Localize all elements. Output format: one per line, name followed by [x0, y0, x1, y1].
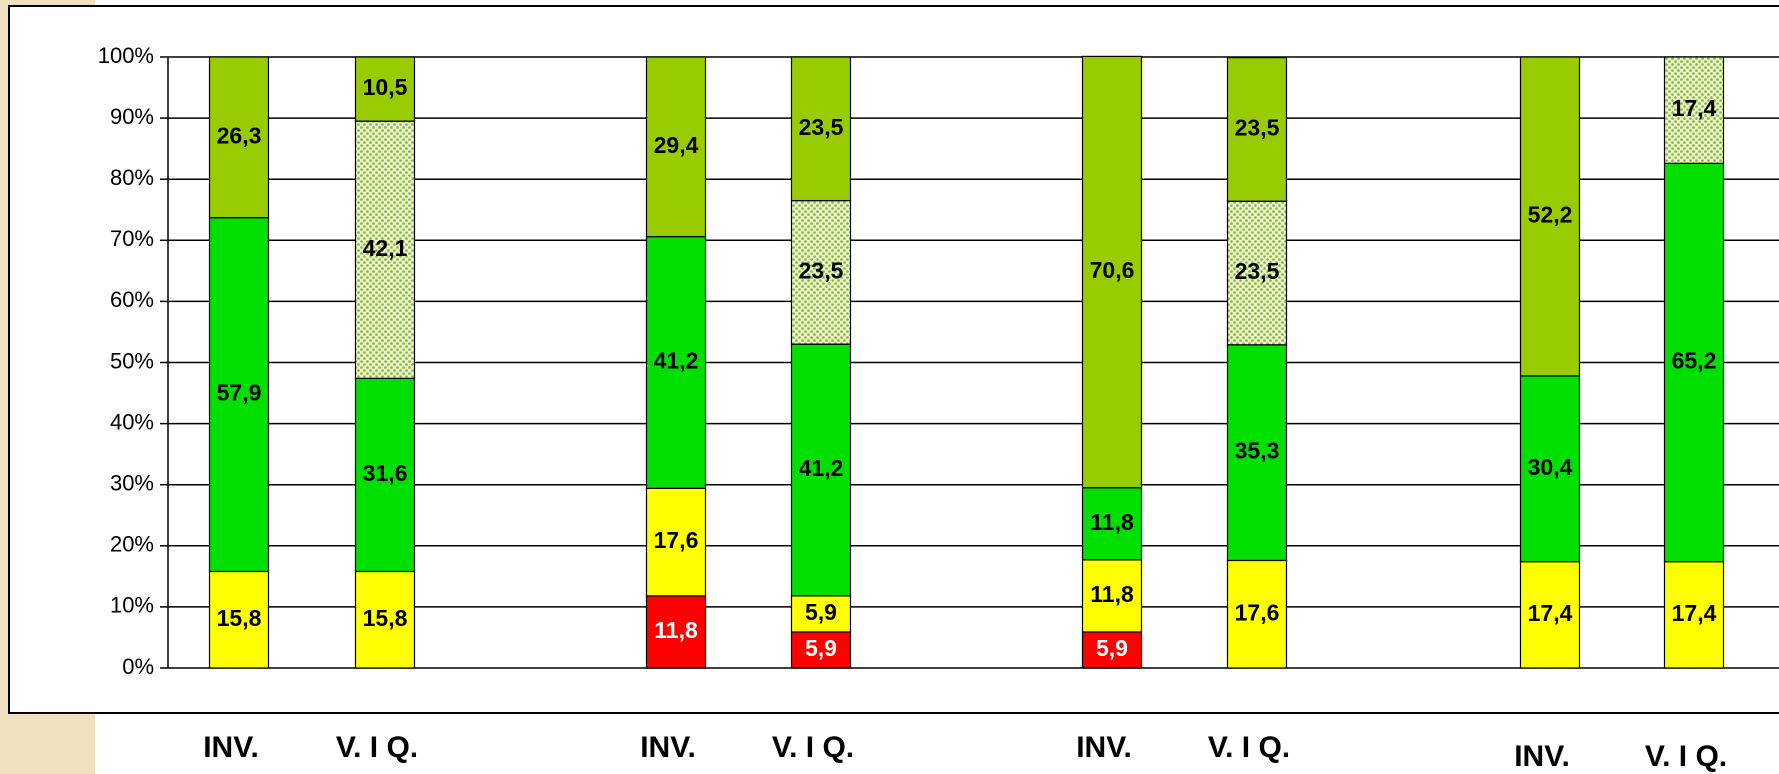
x-tick-label: V. I Q.	[1208, 731, 1290, 764]
x-tick-label: INV.	[1076, 731, 1132, 764]
plot-frame	[8, 5, 1779, 714]
data-label: 17,4	[1528, 600, 1573, 626]
data-label: 26,3	[217, 122, 262, 148]
data-label: 17,4	[1672, 600, 1717, 626]
bar-segment	[645, 56, 707, 238]
x-tick-label: INV.	[203, 731, 259, 764]
data-label: 17,4	[1672, 95, 1717, 121]
data-label: 57,9	[217, 380, 262, 406]
data-label: 5,9	[805, 599, 837, 625]
data-label: 15,8	[363, 605, 408, 631]
bar-segment	[1081, 559, 1143, 633]
y-tick-label: 70%	[110, 226, 154, 251]
data-label: 5,9	[1096, 635, 1128, 661]
bar-segment	[354, 120, 416, 379]
data-label: 41,2	[799, 455, 844, 481]
bar-segment	[645, 236, 707, 489]
bar-segment	[790, 631, 852, 669]
bar-segment	[790, 343, 852, 597]
data-label: 65,2	[1672, 348, 1717, 374]
bar-segment	[1226, 559, 1288, 669]
bar-segment	[354, 56, 416, 122]
y-tick-label: 30%	[110, 471, 154, 496]
bar-segment	[1663, 56, 1725, 164]
data-label: 17,6	[654, 527, 699, 553]
data-label: 23,5	[799, 257, 844, 283]
y-tick-label: 0%	[122, 654, 154, 679]
bar-segment	[1663, 561, 1725, 669]
data-label: 30,4	[1528, 454, 1573, 480]
data-label: 10,5	[363, 74, 408, 100]
data-label: 23,5	[1235, 114, 1280, 140]
bar-segment	[1081, 487, 1143, 561]
bar-segment	[645, 487, 707, 597]
bar-segment	[790, 595, 852, 633]
bar-segment	[1226, 57, 1288, 202]
data-label: 17,6	[1235, 599, 1280, 625]
y-tick-label: 10%	[110, 593, 154, 618]
x-tick-label: INV.	[640, 731, 696, 764]
data-label: 11,8	[1090, 581, 1134, 607]
x-tick-label: V. I Q.	[336, 731, 418, 764]
bar-segment	[790, 56, 852, 202]
bar-segment	[1081, 55, 1143, 489]
data-label: 29,4	[654, 132, 699, 158]
bar-segment	[1663, 162, 1725, 563]
data-label: 41,2	[654, 348, 699, 374]
bar-segment	[354, 377, 416, 573]
bar-segment	[208, 217, 270, 573]
data-label: 11,8	[1090, 509, 1134, 535]
bar-segment	[208, 570, 270, 669]
data-label: 11,8	[654, 617, 698, 643]
data-label: 23,5	[1235, 258, 1280, 284]
data-label: 15,8	[217, 605, 262, 631]
x-tick-label: V. I Q.	[772, 731, 854, 764]
y-tick-label: 40%	[110, 409, 154, 434]
data-label: 5,9	[805, 635, 837, 661]
data-label: 23,5	[799, 114, 844, 140]
y-tick-label: 50%	[110, 348, 154, 373]
y-tick-label: 100%	[98, 43, 154, 68]
data-label: 35,3	[1235, 438, 1280, 464]
x-tick-label: V. I Q.	[1645, 740, 1727, 773]
data-label: 31,6	[363, 460, 408, 486]
bar-segment	[1519, 56, 1581, 377]
data-label: 70,6	[1090, 257, 1135, 283]
bar-segment	[1226, 344, 1288, 562]
bar-segment	[790, 199, 852, 345]
y-tick-label: 60%	[110, 287, 154, 312]
y-tick-label: 80%	[110, 165, 154, 190]
x-tick-label: INV.	[1514, 740, 1570, 773]
bar-segment	[208, 56, 270, 219]
y-tick-label: 90%	[110, 104, 154, 129]
y-tick-label: 20%	[110, 532, 154, 557]
data-label: 52,2	[1528, 202, 1573, 228]
data-label: 42,1	[363, 235, 408, 261]
